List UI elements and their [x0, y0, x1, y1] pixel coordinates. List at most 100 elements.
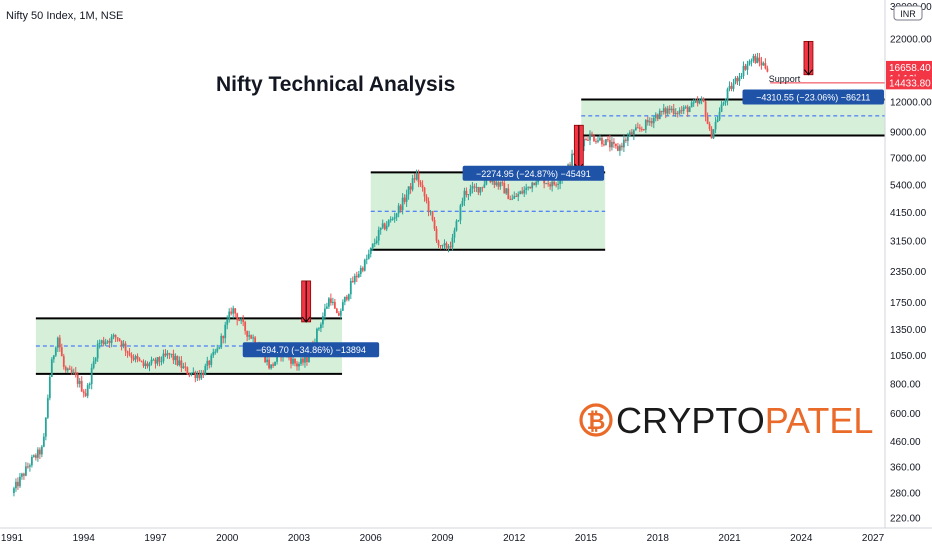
candle-body — [571, 153, 573, 168]
candle-body — [154, 359, 157, 364]
annotation-label-1[interactable]: Support — [769, 74, 801, 84]
candle-body — [674, 112, 677, 114]
candle-body — [405, 194, 408, 202]
candle-body — [722, 102, 725, 105]
candle-body — [208, 360, 211, 365]
candle-body — [624, 139, 627, 141]
candle-body — [19, 476, 21, 487]
candle-body — [495, 182, 498, 185]
measure-box-1[interactable] — [242, 342, 380, 358]
down-arrow-icon-1[interactable] — [301, 280, 312, 323]
candle-body — [270, 364, 272, 369]
candle-body — [646, 120, 649, 123]
candle-body — [411, 178, 414, 190]
candle-body — [393, 217, 396, 219]
measure-box-2[interactable] — [462, 165, 605, 181]
candle-body — [656, 114, 659, 120]
y-tick-label: 600.00 — [890, 409, 921, 420]
candle-body — [507, 188, 510, 200]
candle-body — [331, 301, 334, 303]
candle-body — [417, 173, 420, 183]
candle-body — [226, 319, 229, 325]
price-tags[interactable]: 16658.401d 16h14433.80 — [886, 60, 932, 90]
candle-body — [178, 360, 181, 366]
candle-body — [329, 298, 332, 303]
candle-body — [339, 310, 342, 316]
candle-body — [686, 106, 689, 113]
candle-body — [720, 104, 723, 112]
candle-body — [467, 194, 470, 196]
candle-body — [503, 183, 506, 194]
candle-body — [491, 180, 494, 182]
y-tick-label: 1050.00 — [890, 351, 927, 362]
candle-body — [341, 302, 344, 311]
candle-body — [126, 351, 129, 354]
candle-body — [664, 108, 667, 114]
candle-body — [389, 219, 392, 221]
candle-body — [437, 240, 440, 246]
candle-body — [425, 196, 428, 201]
candle-body — [182, 366, 185, 368]
candle-body — [652, 117, 655, 124]
candle-body — [148, 363, 151, 367]
candle-body — [122, 343, 125, 347]
candle-body — [692, 102, 695, 104]
support-zone-3 — [581, 99, 885, 136]
candle-body — [732, 83, 735, 89]
measure-box-3[interactable] — [742, 89, 884, 105]
down-arrow-icon-3[interactable] — [803, 40, 814, 76]
candle-body — [453, 230, 456, 238]
y-tick-label: 4150.00 — [890, 208, 927, 219]
chart-title: Nifty Technical Analysis — [216, 73, 455, 96]
candle-body — [449, 246, 452, 248]
candle-body — [636, 127, 639, 129]
candle-body — [316, 328, 318, 343]
candle-body — [481, 187, 484, 189]
currency-badge[interactable]: INR — [893, 5, 923, 21]
candle-body — [694, 100, 697, 103]
candle-body — [110, 336, 113, 343]
candle-body — [320, 324, 322, 329]
down-arrow-icon-2[interactable] — [573, 124, 584, 170]
candle-body — [351, 280, 354, 283]
candle-body — [559, 179, 562, 184]
candle-body — [760, 61, 763, 66]
price-tag-2[interactable]: 14433.80 — [886, 76, 932, 90]
range-zones — [35, 98, 885, 375]
candle-body — [696, 100, 699, 104]
candle-body — [712, 129, 715, 139]
candle-body — [128, 353, 131, 356]
candle-body — [403, 197, 406, 202]
candle-body — [190, 372, 193, 375]
candle-body — [44, 417, 47, 437]
candle-body — [632, 130, 635, 135]
candle-body — [98, 342, 101, 344]
candle-body — [335, 308, 338, 314]
candle-body — [369, 247, 372, 254]
candle-body — [587, 139, 589, 141]
candle-body — [465, 190, 468, 195]
candle-body — [441, 245, 444, 247]
candle-body — [130, 355, 133, 358]
y-tick-label: 1750.00 — [890, 298, 927, 309]
svg-text:₿: ₿ — [587, 408, 606, 434]
candle-body — [607, 139, 609, 141]
candle-body — [250, 335, 253, 339]
candle-body — [555, 184, 558, 186]
candle-body — [64, 366, 67, 371]
candle-body — [457, 220, 460, 222]
measure-label-2: −2274.95 (−24.87%) −45491 — [476, 169, 591, 179]
candle-body — [202, 373, 205, 376]
candle-body — [642, 129, 645, 131]
candle-body — [433, 220, 436, 229]
candle-body — [443, 243, 446, 246]
candle-body — [17, 481, 19, 487]
candle-body — [519, 191, 522, 195]
candle-body — [361, 267, 364, 271]
candle-body — [363, 259, 366, 271]
candle-body — [391, 218, 394, 220]
candle-body — [13, 488, 15, 493]
candle-body — [515, 196, 518, 198]
candle-body — [477, 186, 480, 193]
